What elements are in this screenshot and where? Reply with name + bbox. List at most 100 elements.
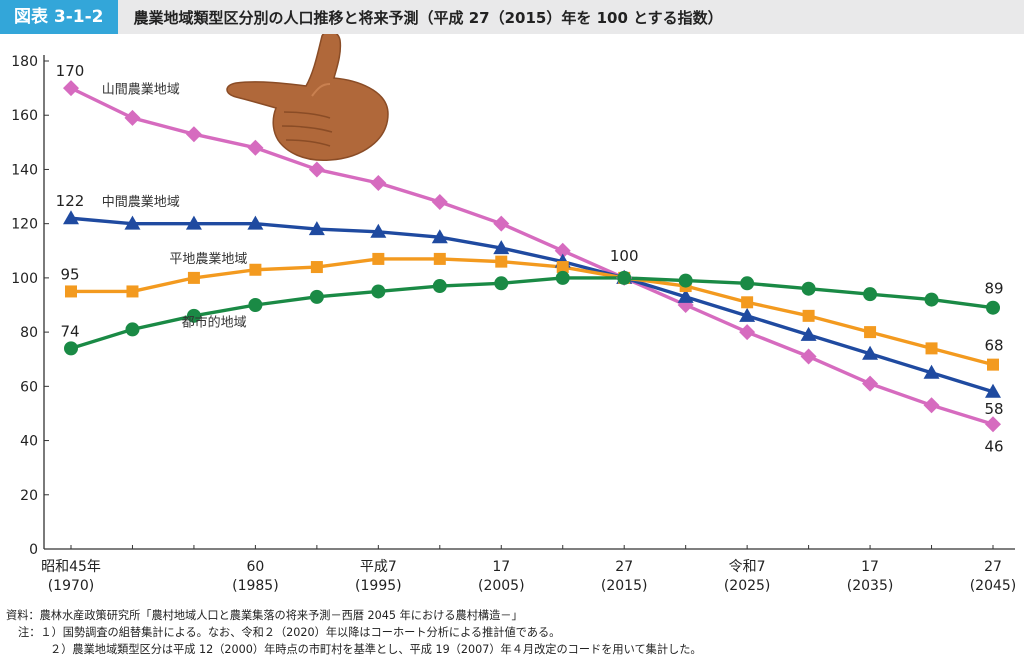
x-tick-label: 17 bbox=[861, 559, 879, 575]
data-point bbox=[63, 80, 79, 97]
data-point bbox=[371, 284, 386, 299]
end-value-label: 68 bbox=[984, 337, 1003, 355]
data-point bbox=[617, 270, 632, 285]
x-tick-label: 令和7 bbox=[729, 559, 766, 575]
data-point bbox=[677, 288, 694, 303]
x-tick-sublabel: (2015) bbox=[601, 578, 648, 594]
y-tick-label: 0 bbox=[29, 542, 38, 558]
series-markers bbox=[63, 80, 1001, 433]
note-2: ２）農業地域類型区分は平成 12（2000）年時点の市町村を基準とし、平成 19… bbox=[50, 643, 702, 656]
data-point bbox=[185, 215, 202, 230]
x-tick-label: 60 bbox=[246, 559, 264, 575]
data-point bbox=[493, 240, 510, 255]
y-tick-label: 140 bbox=[11, 162, 38, 178]
chart-labels: 170 46 山間農業地域 122 58 中間農業地域 95 68 平地農業地域 74 89 都市的地… bbox=[56, 62, 1004, 455]
data-point bbox=[431, 193, 448, 210]
y-tick-label: 120 bbox=[11, 217, 38, 233]
data-point bbox=[64, 341, 78, 356]
x-tick-sublabel: (2035) bbox=[847, 578, 894, 594]
line-chart: 0 20 40 60 80 100 120 140 160 180 昭和45年 (1970) 60 (19… bbox=[11, 34, 1016, 594]
data-point bbox=[126, 285, 139, 298]
data-point bbox=[864, 326, 877, 339]
series-name-label: 都市的地域 bbox=[182, 315, 247, 331]
data-point bbox=[863, 287, 878, 302]
data-point bbox=[124, 215, 141, 230]
source-note: 資料：農林水産政策研究所「農村地域人口と農業集落の将来予測－西暦 2045 年に… bbox=[6, 609, 523, 622]
x-tick-label: 17 bbox=[492, 559, 510, 575]
start-value-label: 95 bbox=[60, 265, 79, 283]
chart-title: 農業地域類型区分別の人口推移と将来予測（平成 27（2015）年を 100 とす… bbox=[133, 8, 723, 27]
end-value-label: 58 bbox=[984, 400, 1003, 418]
data-point bbox=[186, 308, 201, 323]
x-tick-label: 昭和45年 bbox=[41, 559, 101, 575]
data-point bbox=[739, 324, 756, 341]
data-point bbox=[372, 252, 385, 265]
data-point bbox=[801, 281, 816, 296]
x-tick-sublabel: (2005) bbox=[478, 578, 525, 594]
series-name-label: 山間農業地域 bbox=[102, 82, 180, 98]
data-point bbox=[370, 223, 387, 238]
y-tick-label: 60 bbox=[20, 379, 38, 395]
data-point bbox=[247, 139, 264, 156]
data-point bbox=[431, 229, 448, 244]
series-name-label: 平地農業地域 bbox=[169, 251, 247, 267]
figure-number-badge: 図表 3-1-2 bbox=[0, 0, 118, 34]
data-point bbox=[862, 375, 879, 392]
data-point bbox=[985, 383, 1001, 398]
start-value-label: 170 bbox=[56, 62, 85, 80]
data-point bbox=[310, 261, 323, 274]
data-point bbox=[802, 309, 815, 322]
x-tick-sublabel: (2025) bbox=[724, 578, 771, 594]
data-point bbox=[987, 358, 999, 371]
data-point bbox=[555, 270, 570, 285]
pointing-hand-icon bbox=[226, 34, 389, 161]
data-point bbox=[924, 292, 939, 307]
annotation-label: 100 bbox=[610, 247, 639, 265]
data-point bbox=[63, 210, 79, 225]
data-point bbox=[678, 273, 693, 288]
x-tick-label: 平成7 bbox=[360, 559, 397, 575]
data-point bbox=[985, 416, 1001, 433]
y-tick-label: 160 bbox=[11, 108, 38, 124]
data-point bbox=[493, 215, 510, 232]
y-tick-label: 40 bbox=[20, 434, 38, 450]
data-point bbox=[986, 300, 1000, 315]
x-tick-label: 27 bbox=[984, 559, 1002, 575]
data-point bbox=[247, 215, 264, 230]
x-tick-sublabel: (1995) bbox=[355, 578, 402, 594]
y-tick-label: 20 bbox=[20, 488, 38, 504]
start-value-label: 74 bbox=[60, 322, 79, 340]
data-point bbox=[124, 109, 141, 126]
data-point bbox=[249, 263, 262, 276]
x-tick-sublabel: (2045) bbox=[970, 578, 1017, 594]
x-tick-sublabel: (1970) bbox=[48, 578, 95, 594]
data-point bbox=[800, 348, 817, 365]
figure-header: 図表 3-1-2 農業地域類型区分別の人口推移と将来予測（平成 27（2015）… bbox=[0, 0, 1024, 34]
series-line-4 bbox=[70, 276, 994, 351]
data-point bbox=[308, 161, 325, 178]
start-value-label: 122 bbox=[56, 192, 85, 210]
notes: 資料：農林水産政策研究所「農村地域人口と農業集落の将来予測－西暦 2045 年に… bbox=[6, 607, 1021, 658]
data-point bbox=[741, 296, 754, 309]
y-tick-label: 80 bbox=[20, 325, 38, 341]
axes: 0 20 40 60 80 100 120 140 160 180 昭和45年 (1970) 60 (19… bbox=[11, 54, 1016, 594]
series-line-3 bbox=[71, 257, 994, 367]
data-point bbox=[433, 252, 446, 265]
data-point bbox=[740, 276, 755, 291]
data-point bbox=[65, 285, 77, 298]
data-point bbox=[556, 261, 569, 274]
data-point bbox=[862, 345, 879, 360]
x-tick-sublabel: (1985) bbox=[232, 578, 279, 594]
data-point bbox=[923, 364, 940, 379]
end-value-label: 46 bbox=[984, 437, 1003, 455]
data-point bbox=[432, 279, 447, 294]
data-point bbox=[125, 322, 140, 337]
data-point bbox=[739, 307, 756, 322]
series-line-2 bbox=[70, 216, 994, 394]
data-point bbox=[309, 289, 324, 304]
data-point bbox=[495, 255, 508, 268]
y-tick-label: 180 bbox=[11, 54, 38, 70]
data-point bbox=[248, 298, 263, 312]
data-point bbox=[923, 397, 940, 414]
data-point bbox=[925, 342, 938, 355]
